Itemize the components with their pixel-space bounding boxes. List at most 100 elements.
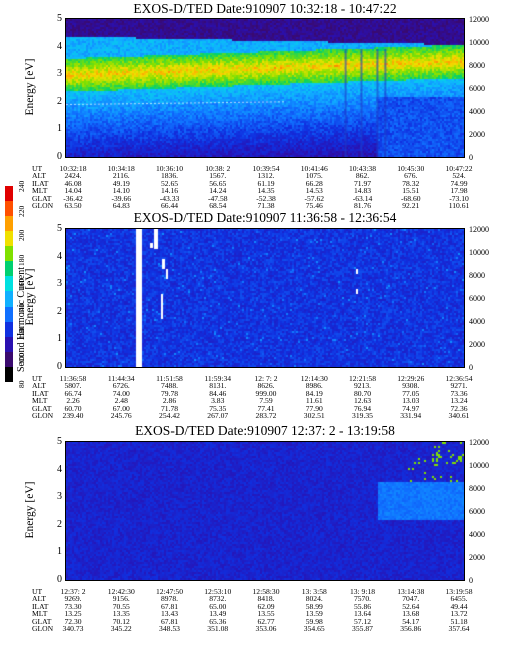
panel-2-cell: 77.41 <box>257 403 275 413</box>
panel-2-ytick-right: 8000 <box>469 271 485 280</box>
panel-3-row-label: GLON <box>32 624 54 633</box>
panel-2-cell: 8986. <box>305 381 323 391</box>
panel-1-cell: 17.98 <box>450 186 468 196</box>
panel-3-cell: 13.72 <box>450 609 468 619</box>
panel-2-cell: 8626. <box>257 381 275 391</box>
panel-1-cell: -36.42 <box>63 193 83 203</box>
panel-3-cell: 51.18 <box>450 616 468 626</box>
panel-2-cell: 11:44:34 <box>107 374 135 383</box>
panel-2-cell: 9271. <box>450 381 468 391</box>
panel-3-cell: 58.99 <box>305 601 323 611</box>
panel-1-cell: 524. <box>452 171 466 181</box>
panel-3-cell: 73.30 <box>64 601 82 611</box>
colorbar-tick: 80 <box>17 380 26 389</box>
panel-2-cell: 7488. <box>160 381 179 391</box>
panel-3-cell: 12:53:10 <box>204 587 232 596</box>
panel-3-ytick-right: 6000 <box>469 507 485 516</box>
panel-3-cell: 62.09 <box>257 601 275 611</box>
panel-1-cell: -68.60 <box>400 193 421 203</box>
panel-3-ytick-right: 0 <box>469 576 473 585</box>
panel-1-cell: -57.62 <box>304 193 325 203</box>
panel-2-ytick-right: 10000 <box>469 248 489 257</box>
panel-2-ytick-right: 2000 <box>469 340 485 349</box>
panel-3-cell: 13.59 <box>305 609 323 619</box>
panel-2-cell: 12:29:26 <box>397 374 425 383</box>
panel-2-cell: 239.40 <box>62 411 84 420</box>
panel-1-ytick-right: 10000 <box>469 38 489 47</box>
panel-2-cell: 12: 7: 2 <box>254 374 278 383</box>
panel-1-cell: 1836. <box>160 171 179 181</box>
panel-3-cell: 12:37: 2 <box>60 587 86 596</box>
panel-3-cell: 356.86 <box>400 624 422 633</box>
panel-3-row-label: GLAT <box>32 616 52 626</box>
panel-3-cell: 62.77 <box>257 616 275 626</box>
panel-3-cell: 67.81 <box>160 616 179 626</box>
panel-3-cell: 348.53 <box>159 624 180 633</box>
panel-3-cell: 72.30 <box>64 616 82 626</box>
panel-3-cell: 13.25 <box>64 609 82 619</box>
panel-3-cell: 57.12 <box>353 616 372 626</box>
panel-3-cell: 13.35 <box>112 609 130 619</box>
panel-1-cell: 1567. <box>209 171 227 181</box>
panel-1-cell: 92.21 <box>402 201 420 210</box>
panel-2-cell: 2.48 <box>114 396 128 406</box>
panel-2-cell: 319.35 <box>352 411 373 420</box>
panel-1-row-label: MLT <box>32 186 48 196</box>
panel-1-ytick: 4 <box>57 40 62 52</box>
panel-2-cell: 75.35 <box>209 403 227 413</box>
panel-3-cell: 13: 9:18 <box>349 587 376 596</box>
panel-1-ytick-right: 8000 <box>469 61 485 70</box>
panel-3-ytick-right: 4000 <box>469 530 485 539</box>
colorbar <box>5 186 13 382</box>
panel-1-row-label: ALT <box>32 171 47 181</box>
colorbar-swatch <box>5 246 13 262</box>
colorbar-swatch <box>5 261 13 277</box>
panel-2-row-label: MLT <box>32 396 48 406</box>
panel-3-cell: 7047. <box>402 594 420 604</box>
colorbar-swatch <box>5 276 13 292</box>
panel-2-cell: 302.51 <box>303 411 325 420</box>
panel-2-cell: 73.36 <box>450 388 468 398</box>
panel-1-cell: 63.50 <box>64 201 82 210</box>
panel-3-cell: 12:58:30 <box>252 587 280 596</box>
colorbar-tick: 220 <box>17 205 26 217</box>
panel-2-cell: 12:36:54 <box>445 374 473 383</box>
panel-1-ytick: 3 <box>57 68 62 80</box>
panel-2-cell: 245.76 <box>110 411 132 420</box>
panel-2-spectrogram <box>65 228 465 368</box>
panel-2-cell: 13.24 <box>450 396 468 406</box>
panel-1-cell: 1312. <box>257 171 275 181</box>
panel-3-cell: 7570. <box>353 594 372 604</box>
panel-2-cell: 254.42 <box>159 411 180 420</box>
panel-3-cell: 8732. <box>209 594 227 604</box>
colorbar-swatch <box>5 321 13 337</box>
panel-1-cell: 10:43:38 <box>348 164 376 173</box>
panel-3-cell: 8418. <box>257 594 275 604</box>
panel-1-cell: 52.65 <box>160 178 179 188</box>
panel-1-cell: -47.58 <box>207 193 228 203</box>
panel-1-cell: -73.10 <box>449 193 469 203</box>
panel-1-ytick-right: 6000 <box>469 84 485 93</box>
panel-1-ytick-right: 12000 <box>469 15 489 24</box>
panel-1-cell: 66.44 <box>160 201 179 210</box>
panel-3-ytick: 4 <box>57 463 62 475</box>
panel-3-cell: 59.98 <box>305 616 323 626</box>
colorbar-swatch <box>5 201 13 217</box>
panel-3-cell: 65.36 <box>209 616 227 626</box>
panel-3-cell: 70.12 <box>112 616 130 626</box>
panel-1-cell: 14.83 <box>353 186 372 196</box>
panel-2-cell: 8131. <box>209 381 227 391</box>
panel-1-ytick-right: 2000 <box>469 130 485 139</box>
panel-3-cell: 8978. <box>160 594 179 604</box>
panel-3-cell: 351.08 <box>207 624 229 633</box>
panel-1-cell: 10:47:22 <box>445 164 473 173</box>
panel-3-ytick: 2 <box>57 518 62 530</box>
panel-3-cell: 13: 3:58 <box>301 587 327 596</box>
panel-2-row-label: ALT <box>32 381 47 391</box>
panel-1-cell: 14.04 <box>64 186 82 196</box>
panel-3-cell: 13:19:58 <box>445 587 473 596</box>
panel-1-cell: -43.33 <box>159 193 180 203</box>
panel-2-ytick: 3 <box>57 278 62 290</box>
panel-2-cell: 6726. <box>112 381 130 391</box>
panel-2-cell: 3.83 <box>211 396 225 406</box>
